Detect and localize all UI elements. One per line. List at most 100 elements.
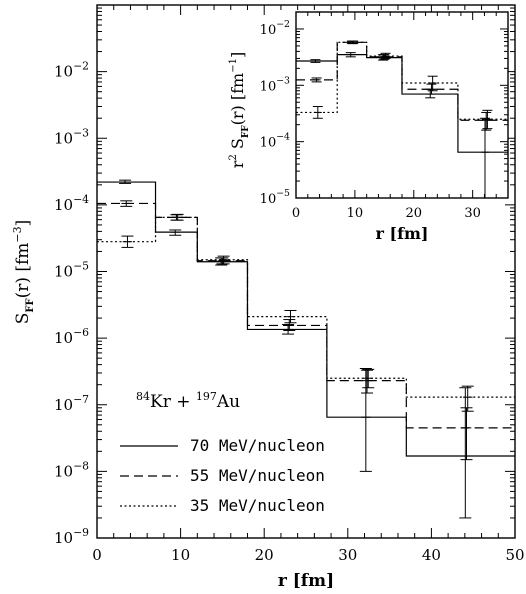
tick-exponent: −4 <box>276 132 290 143</box>
reaction-element-2: Au <box>216 392 240 412</box>
tick-base: 10 <box>260 136 277 151</box>
main-series-3-errorbar <box>284 309 297 324</box>
tick-exponent: −2 <box>73 60 89 73</box>
main-xtick-label: 20 <box>255 546 274 564</box>
tick-base: 10 <box>54 63 73 81</box>
tick-base: 10 <box>54 396 73 414</box>
inset-series-1-errorbar <box>345 52 356 58</box>
inset-series-3-errorbar <box>348 40 359 45</box>
inset-series-3-errorbar <box>482 109 493 130</box>
inset-y-title-close: ] <box>228 52 247 58</box>
tick-exponent: −3 <box>73 126 89 139</box>
legend-label-1: 70 MeV/nucleon <box>190 436 325 455</box>
tick-exponent: −4 <box>73 193 89 206</box>
y-title-close: ] <box>13 220 33 227</box>
tick-exponent: −8 <box>73 459 89 472</box>
inset-frame <box>295 11 509 199</box>
tick-base: 10 <box>54 329 73 347</box>
y-title-exp: −3 <box>11 226 24 242</box>
inset-x-axis-title: r [fm] <box>376 224 429 243</box>
inset-y-title-r2: (r) [fm <box>228 73 247 126</box>
main-series-1-errorbar <box>169 229 182 236</box>
main-series-2-errorbar <box>120 200 133 207</box>
main-xtick-label: 40 <box>422 546 441 564</box>
main-x-axis-title: r [fm] <box>278 571 334 591</box>
inset-y-title-S: S <box>228 138 247 154</box>
inset-xtick-label: 0 <box>292 206 300 221</box>
inset-series-1-errorbar <box>480 117 491 199</box>
main-ytick-label: 10−6 <box>54 326 89 347</box>
main-series-1-errorbar <box>119 179 132 184</box>
main-y-axis-title: SFF(r) [fm−3] <box>11 220 36 325</box>
main-series-3-errorbar <box>171 213 184 221</box>
tick-exponent: −2 <box>276 19 290 30</box>
reaction-plus: + <box>171 392 196 412</box>
inset-series-3-errorbar <box>380 52 391 59</box>
tick-exponent: −5 <box>276 188 290 199</box>
inset-y-title-subscript: FF <box>241 125 251 138</box>
main-ytick-label: 10−4 <box>54 193 89 214</box>
inset-xtick-label: 10 <box>347 206 364 221</box>
tick-base: 10 <box>260 79 277 94</box>
main-series-1-errorbar <box>459 387 472 519</box>
main-series-3-errorbar <box>461 385 474 412</box>
tick-base: 10 <box>260 192 277 207</box>
inset-ytick-label: 10−4 <box>260 132 290 151</box>
main-series-1-errorbar <box>282 324 295 335</box>
reaction-element-1: Kr <box>150 392 172 412</box>
tick-exponent: −9 <box>73 526 89 539</box>
main-ytick-label: 10−3 <box>54 126 89 147</box>
y-title-subscript: FF <box>25 298 36 312</box>
inset-series-2-errorbar <box>481 111 492 131</box>
tick-exponent: −6 <box>73 326 89 339</box>
inset-ytick-label: 10−3 <box>260 75 290 94</box>
tick-base: 10 <box>54 196 73 214</box>
reaction-label: 84Kr + 197Au <box>136 390 240 412</box>
main-ytick-label: 10−7 <box>54 393 89 414</box>
y-title-S: S <box>13 313 33 325</box>
tick-exponent: −7 <box>73 393 89 406</box>
inset-series-2-errorbar <box>311 77 322 83</box>
tick-base: 10 <box>54 263 73 281</box>
tick-base: 10 <box>54 129 73 147</box>
main-series-3-errorbar <box>217 255 230 265</box>
main-series-2-errorbar <box>460 407 473 461</box>
inset-y-title-sq: 2 <box>228 154 239 160</box>
tick-exponent: −5 <box>73 260 89 273</box>
main-series-3-errorbar <box>362 368 375 389</box>
legend-label-3: 35 MeV/nucleon <box>190 496 325 515</box>
reaction-mass-2: 197 <box>196 390 217 403</box>
inset-y-axis-title: r2 SFF(r) [fm−1] <box>228 52 251 168</box>
legend-label-2: 55 MeV/nucleon <box>190 466 325 485</box>
inset-y-title-exp: −1 <box>228 58 239 73</box>
main-xtick-label: 50 <box>505 546 524 564</box>
inset-ytick-label: 10−2 <box>260 19 290 38</box>
tick-base: 10 <box>54 529 73 547</box>
main-xtick-label: 30 <box>338 546 357 564</box>
inset-series-3-errorbar <box>312 106 323 119</box>
main-series-1-errorbar <box>359 368 372 472</box>
tick-exponent: −3 <box>276 75 290 86</box>
main-ytick-label: 10−5 <box>54 260 89 281</box>
tick-base: 10 <box>54 462 73 480</box>
inset-series-2-errorbar <box>426 83 437 95</box>
main-series-2-errorbar <box>283 319 296 332</box>
main-ytick-label: 10−9 <box>54 526 89 547</box>
y-title-r: (r) [fm <box>13 243 33 299</box>
tick-base: 10 <box>260 23 277 38</box>
main-xtick-label: 0 <box>92 546 102 564</box>
inset-series-3-errorbar <box>427 75 438 92</box>
inset-ytick-label: 10−5 <box>260 188 290 207</box>
main-series-2-errorbar <box>361 369 374 394</box>
main-series-3-errorbar <box>121 235 134 248</box>
inset-y-title-r: r <box>228 160 247 168</box>
reaction-mass-1: 84 <box>136 390 150 403</box>
main-ytick-label: 10−2 <box>54 60 89 81</box>
main-xtick-label: 10 <box>171 546 190 564</box>
inset-xtick-label: 20 <box>406 206 423 221</box>
inset-series-1-errorbar <box>310 59 321 63</box>
inset-xtick-label: 30 <box>464 206 481 221</box>
main-plot: 0 10 20 30 40 5010−910−810−710−610−510−410−31… <box>11 4 525 591</box>
